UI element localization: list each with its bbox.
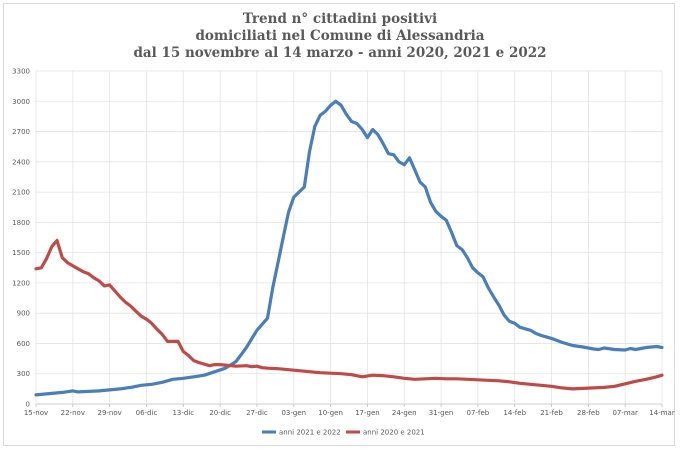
y-tick-label-9: 2700 xyxy=(12,128,30,136)
x-tick-label-3: 06-dic xyxy=(136,409,158,417)
x-tick-label-12: 07-feb xyxy=(467,409,490,417)
x-tick-label-8: 10-gen xyxy=(318,409,343,417)
x-tick-label-0: 15-nov xyxy=(24,409,48,417)
y-tick-label-2: 600 xyxy=(17,340,30,348)
y-tick-label-7: 2100 xyxy=(12,189,30,197)
chart-title-line-2: domiciliati nel Comune di Alessandria xyxy=(195,28,485,44)
y-tick-label-3: 900 xyxy=(17,310,30,318)
x-tick-label-4: 13-dic xyxy=(172,409,194,417)
x-tick-label-5: 20-dic xyxy=(209,409,231,417)
y-tick-label-4: 1200 xyxy=(12,279,30,287)
x-tick-label-15: 28-feb xyxy=(577,409,600,417)
series-line-1 xyxy=(34,238,664,391)
legend-label-0: anni 2021 e 2022 xyxy=(279,429,341,437)
y-tick-label-0: 0 xyxy=(26,401,30,409)
y-tick-label-5: 1500 xyxy=(12,249,30,257)
legend-label-1: anni 2020 e 2021 xyxy=(363,429,425,437)
x-tick-label-7: 03-gen xyxy=(281,409,306,417)
series-line-0 xyxy=(34,99,664,397)
y-tick-label-8: 2400 xyxy=(12,158,30,166)
x-tick-label-6: 27-dic xyxy=(246,409,268,417)
x-tick-label-2: 29-nov xyxy=(97,409,121,417)
y-tick-label-10: 3000 xyxy=(12,98,30,106)
x-tick-label-17: 14-mar xyxy=(649,409,675,417)
y-tick-label-1: 300 xyxy=(17,370,30,378)
x-tick-label-9: 17-gen xyxy=(355,409,380,417)
x-tick-label-1: 22-nov xyxy=(61,409,85,417)
x-tick-label-11: 31-gen xyxy=(429,409,454,417)
x-tick-label-16: 07-mar xyxy=(612,409,638,417)
chart-title-line-3: dal 15 novembre al 14 marzo - anni 2020,… xyxy=(133,45,547,61)
y-tick-label-11: 3300 xyxy=(12,68,30,76)
x-tick-label-14: 21-feb xyxy=(540,409,563,417)
x-tick-label-13: 14-feb xyxy=(503,409,526,417)
y-tick-label-6: 1800 xyxy=(12,219,30,227)
x-tick-label-10: 24-gen xyxy=(392,409,417,417)
chart-title-line-1: Trend n° cittadini positivi xyxy=(242,11,438,27)
